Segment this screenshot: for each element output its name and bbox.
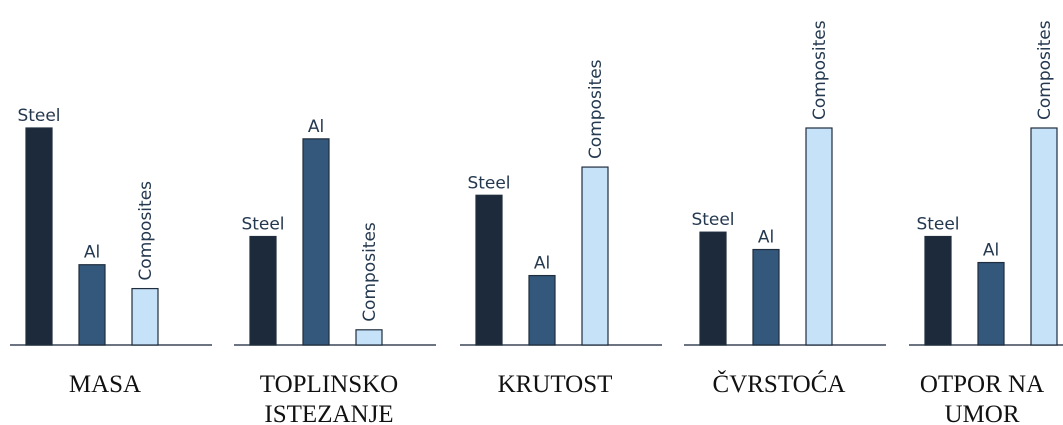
bar-label-steel: Steel — [467, 173, 510, 193]
bar-label-steel: Steel — [241, 215, 284, 235]
bar-group-2: Steel Al Composites TOPLINSKO ISTEZANJE — [234, 117, 436, 425]
bar-composites — [355, 329, 383, 346]
bar-composites — [131, 287, 159, 346]
group-label-4-line-1: ČVRSTOĆA — [713, 370, 846, 398]
bar-steel — [924, 235, 952, 346]
bar-composites — [581, 166, 609, 346]
group-label-5-line-2: UMOR — [944, 401, 1019, 425]
bar-steel — [699, 231, 727, 346]
bar-steel — [25, 127, 53, 346]
bar-label-composites: Composites — [136, 181, 156, 281]
bar-al — [977, 261, 1005, 346]
group-label-2-line-1: TOPLINSKO — [260, 371, 398, 398]
bar-label-composites: Composites — [586, 59, 606, 159]
bar-group-4: Steel Al Composites ČVRSTOĆA — [684, 20, 886, 398]
group-label-2-line-2: ISTEZANJE — [264, 401, 393, 425]
bar-label-al: Al — [308, 117, 324, 137]
bar-label-steel: Steel — [17, 106, 60, 126]
bar-group-3: Steel Al Composites KRUTOST — [460, 59, 662, 398]
bar-label-al: Al — [534, 254, 550, 274]
bar-group-1: Steel Al Composites MASA — [10, 106, 212, 398]
group-label-1-line-1: MASA — [69, 371, 141, 398]
bar-label-steel: Steel — [916, 215, 959, 235]
bar-label-al: Al — [983, 241, 999, 261]
group-label-5-line-1: OTPOR NA — [920, 371, 1044, 398]
bar-al — [302, 138, 330, 346]
bar-label-steel: Steel — [691, 210, 734, 230]
bar-label-composites: Composites — [810, 20, 830, 120]
bar-steel — [475, 194, 503, 346]
bar-composites — [1030, 127, 1058, 346]
bar-label-al: Al — [84, 243, 100, 263]
bar-steel — [249, 235, 277, 346]
bar-al — [528, 274, 556, 346]
bar-group-5: Steel Al Composites OTPOR NA UMOR — [909, 20, 1063, 425]
bar-label-al: Al — [758, 228, 774, 248]
bar-al — [752, 248, 780, 346]
bar-composites — [805, 127, 833, 346]
bar-al — [78, 264, 106, 346]
bar-label-composites: Composites — [360, 222, 380, 322]
bar-label-composites: Composites — [1035, 20, 1055, 120]
group-label-3-line-1: KRUTOST — [498, 371, 613, 398]
